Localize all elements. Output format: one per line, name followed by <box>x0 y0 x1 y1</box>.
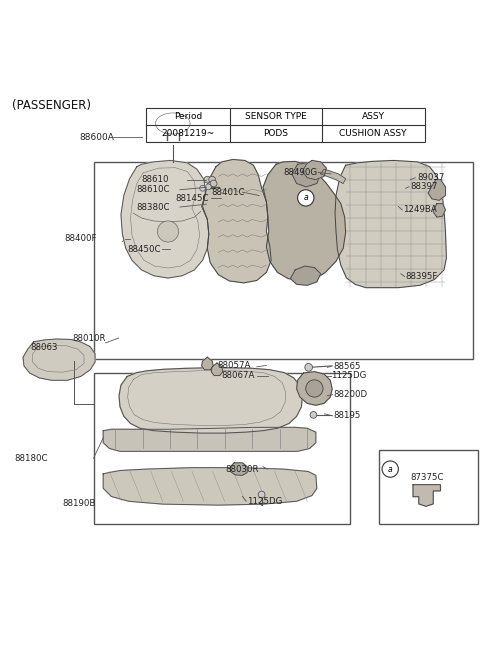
Polygon shape <box>263 161 346 281</box>
Circle shape <box>310 411 317 419</box>
Polygon shape <box>211 363 223 375</box>
Circle shape <box>204 176 211 183</box>
Polygon shape <box>321 169 346 183</box>
Circle shape <box>298 190 314 206</box>
Circle shape <box>210 180 217 187</box>
Text: 88190B: 88190B <box>62 499 96 508</box>
Polygon shape <box>202 357 213 369</box>
Polygon shape <box>103 427 316 451</box>
Text: 88600A: 88600A <box>79 133 114 142</box>
Text: 88200D: 88200D <box>334 390 368 399</box>
Text: 87375C: 87375C <box>410 473 444 482</box>
Text: 88145C: 88145C <box>175 194 209 203</box>
Text: a: a <box>388 464 393 474</box>
Circle shape <box>157 221 179 242</box>
Text: 88450C: 88450C <box>127 245 161 253</box>
Polygon shape <box>119 368 302 433</box>
Text: 1125DG: 1125DG <box>331 371 367 380</box>
Ellipse shape <box>151 109 194 138</box>
Text: 88610: 88610 <box>142 175 169 184</box>
Circle shape <box>258 491 265 498</box>
Polygon shape <box>297 371 332 405</box>
Polygon shape <box>103 468 317 505</box>
Text: 88400F: 88400F <box>65 234 97 243</box>
Text: 88067A: 88067A <box>222 371 255 380</box>
Circle shape <box>305 364 312 371</box>
Polygon shape <box>23 339 95 381</box>
Polygon shape <box>413 485 441 506</box>
Polygon shape <box>335 160 446 288</box>
Text: 88180C: 88180C <box>14 453 48 462</box>
Polygon shape <box>292 163 321 187</box>
Text: 1125DG: 1125DG <box>247 496 283 506</box>
Text: 88195: 88195 <box>334 411 361 421</box>
Text: 1249BA: 1249BA <box>403 206 437 214</box>
Bar <box>379 450 478 524</box>
Polygon shape <box>121 160 209 278</box>
Circle shape <box>205 184 211 190</box>
Bar <box>146 107 425 142</box>
Text: 88057A: 88057A <box>217 361 251 370</box>
Circle shape <box>200 185 205 191</box>
Text: 88380C: 88380C <box>137 202 170 212</box>
Text: (PASSENGER): (PASSENGER) <box>12 100 91 113</box>
Text: CUSHION ASSY: CUSHION ASSY <box>339 129 407 138</box>
Bar <box>94 162 473 359</box>
Text: 88610C: 88610C <box>137 185 170 195</box>
Text: a: a <box>303 193 308 202</box>
Polygon shape <box>433 204 445 217</box>
Polygon shape <box>290 266 321 286</box>
Text: ASSY: ASSY <box>362 112 384 121</box>
Text: 88565: 88565 <box>334 362 361 371</box>
Text: SENSOR TYPE: SENSOR TYPE <box>245 112 307 121</box>
Circle shape <box>382 461 398 477</box>
Circle shape <box>306 380 323 397</box>
Text: 20081219~: 20081219~ <box>162 129 215 138</box>
Circle shape <box>209 176 216 183</box>
Polygon shape <box>428 179 445 200</box>
Polygon shape <box>302 160 326 179</box>
Text: PODS: PODS <box>264 129 288 138</box>
Bar <box>94 373 350 524</box>
Text: 88030R: 88030R <box>226 464 259 474</box>
Text: 88063: 88063 <box>30 343 58 352</box>
Polygon shape <box>230 463 247 476</box>
Text: 88490G: 88490G <box>283 168 317 177</box>
Text: 89037: 89037 <box>418 173 445 182</box>
Text: 88401C: 88401C <box>211 187 245 196</box>
Text: 88395F: 88395F <box>406 272 438 281</box>
Text: Period: Period <box>174 112 203 121</box>
Text: 88397: 88397 <box>410 182 438 191</box>
Text: 88010R: 88010R <box>72 333 106 343</box>
Polygon shape <box>203 160 271 283</box>
